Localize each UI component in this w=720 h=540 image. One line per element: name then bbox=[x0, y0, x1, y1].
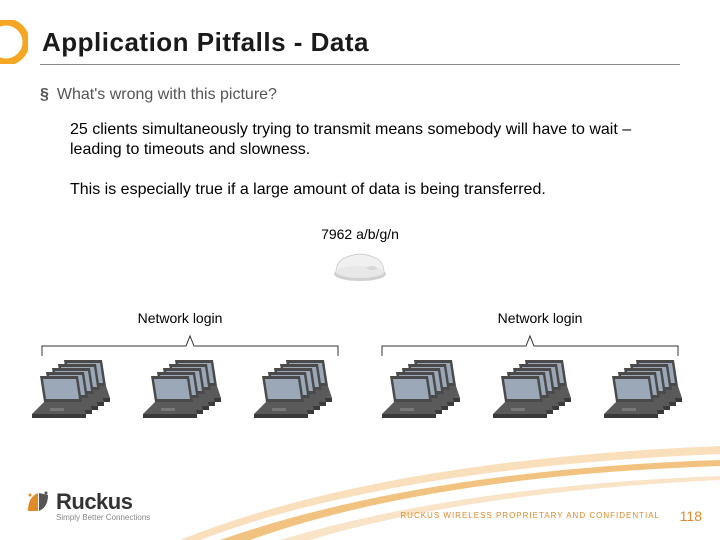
footer-confidential: RUCKUS WIRELESS PROPRIETARY AND CONFIDEN… bbox=[400, 511, 660, 520]
logo-icon bbox=[24, 487, 52, 515]
bullet-mark: § bbox=[40, 86, 49, 104]
laptop-group bbox=[380, 358, 690, 428]
access-point-icon bbox=[330, 246, 390, 282]
laptop-stack bbox=[491, 358, 579, 428]
laptop-icon bbox=[602, 374, 658, 425]
laptop-stack bbox=[252, 358, 340, 428]
logo: Ruckus Simply Better Connections bbox=[24, 487, 150, 522]
bullet-text: What's wrong with this picture? bbox=[57, 86, 277, 104]
bracket-right bbox=[380, 334, 680, 358]
paragraph-2: This is especially true if a large amoun… bbox=[70, 180, 670, 200]
laptop-icon bbox=[252, 374, 308, 425]
laptop-stack bbox=[30, 358, 118, 428]
laptop-icon bbox=[491, 374, 547, 425]
laptop-stack bbox=[380, 358, 468, 428]
laptops-diagram bbox=[30, 358, 690, 428]
network-login-label-left: Network login bbox=[0, 310, 360, 326]
network-login-label-right: Network login bbox=[360, 310, 720, 326]
laptop-stack bbox=[141, 358, 229, 428]
paragraph-1: 25 clients simultaneously trying to tran… bbox=[70, 120, 670, 160]
bullet-row: § What's wrong with this picture? bbox=[40, 86, 277, 104]
bracket-row bbox=[40, 334, 680, 358]
title-underline bbox=[40, 64, 680, 65]
access-point-label: 7962 a/b/g/n bbox=[0, 226, 720, 242]
laptop-icon bbox=[30, 374, 86, 425]
laptop-group bbox=[30, 358, 340, 428]
laptop-icon bbox=[141, 374, 197, 425]
slide-title: Application Pitfalls - Data bbox=[42, 27, 369, 58]
logo-tagline: Simply Better Connections bbox=[56, 513, 150, 522]
ring-icon bbox=[0, 20, 28, 64]
logo-text: Ruckus bbox=[56, 489, 132, 515]
slide-number: 118 bbox=[680, 508, 702, 524]
decorative-swoosh bbox=[180, 420, 720, 540]
laptop-stack bbox=[602, 358, 690, 428]
laptop-icon bbox=[380, 374, 436, 425]
bracket-left bbox=[40, 334, 340, 358]
